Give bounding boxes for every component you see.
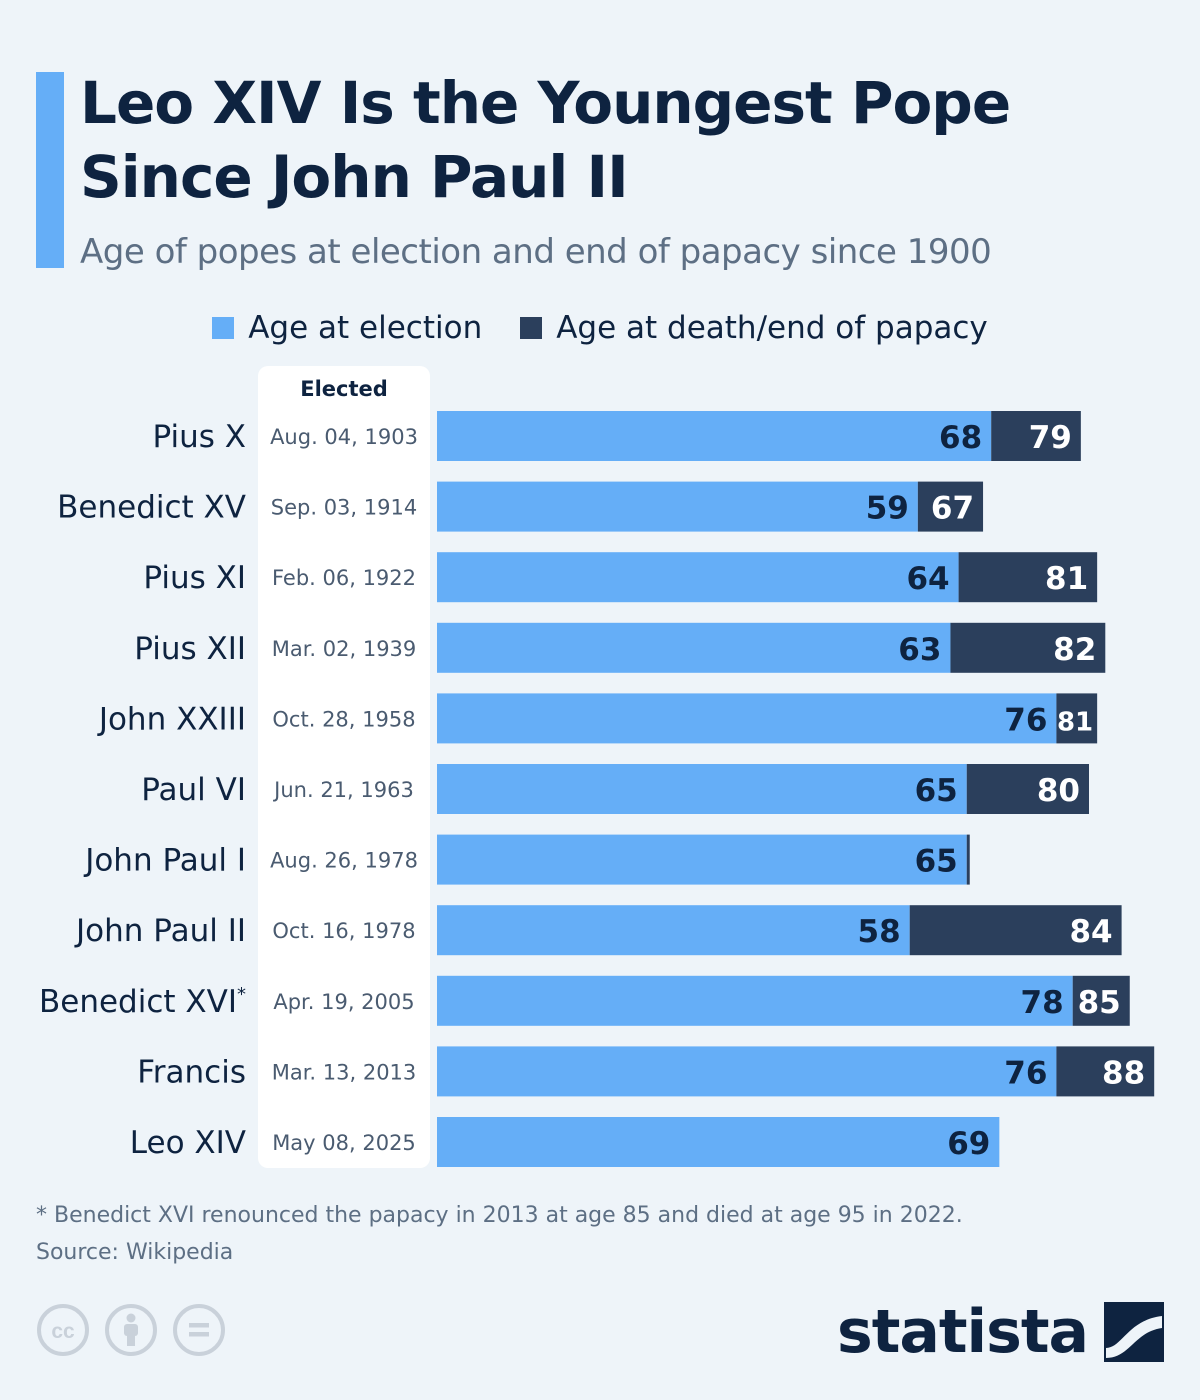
bar-age-at-election [437, 1117, 1000, 1167]
data-label-election: 64 [906, 561, 949, 597]
bar-age-at-election [437, 411, 992, 461]
data-label-end: 84 [1069, 914, 1112, 950]
category-label: John Paul I [83, 843, 246, 879]
bar-age-at-end [991, 411, 1081, 461]
legend-swatch-election [212, 317, 235, 339]
bar-age-at-end [966, 834, 970, 885]
elected-date-label: Mar. 13, 2013 [272, 1060, 417, 1084]
bar-chart: 68 79 Pius X Aug. 04, 1903 59 67 Benedict XV Se… [39, 411, 1155, 1167]
category-label: Paul VI [141, 772, 246, 808]
elected-date-label: Oct. 16, 1978 [272, 919, 415, 943]
brand-name: statista [836, 1297, 1089, 1367]
cc-icon: cc [37, 1304, 89, 1356]
elected-date-label: Oct. 28, 1958 [272, 707, 415, 731]
category-label: Francis [137, 1054, 246, 1090]
bar-age-at-end [917, 481, 984, 532]
bar-age-at-end [1072, 975, 1130, 1026]
title-accent-bar [36, 72, 64, 268]
category-label: Pius XI [143, 560, 246, 596]
elected-date-label: Mar. 02, 1939 [272, 637, 417, 661]
elected-date-panel [258, 366, 430, 1168]
elected-date-label: Feb. 06, 1922 [272, 566, 416, 590]
chart-subtitle: Age of popes at election and end of papa… [80, 232, 992, 272]
attribution-icon [105, 1304, 157, 1356]
source-note: Source: Wikipedia [36, 1240, 234, 1265]
svg-text:cc: cc [51, 1320, 75, 1343]
bar-age-at-end [1056, 693, 1098, 744]
statista-mark-icon [1104, 1302, 1164, 1362]
legend-item-end: Age at death/end of papacy [520, 310, 988, 346]
data-label-end: 81 [1057, 707, 1093, 737]
data-label-election: 58 [858, 914, 901, 950]
bar-age-at-election [437, 834, 967, 885]
bar-age-at-election [437, 693, 1057, 744]
bar-age-at-election [437, 905, 910, 956]
category-label: Benedict XVI* [39, 984, 246, 1020]
bar-age-at-election [437, 1046, 1057, 1097]
bar-age-at-end [950, 622, 1106, 673]
category-label: Pius X [152, 419, 246, 455]
data-label-end: 67 [931, 491, 974, 527]
data-label-election: 69 [947, 1126, 990, 1162]
data-label-election: 63 [898, 632, 941, 668]
legend-label-end: Age at death/end of papacy [556, 310, 988, 346]
legend-swatch-end [520, 317, 543, 339]
data-label-election: 76 [1004, 702, 1047, 738]
footnote-marker: * [237, 984, 246, 1005]
data-label-election: 59 [866, 491, 909, 527]
category-label: John Paul II [74, 913, 246, 949]
category-label: Benedict XV [57, 490, 246, 526]
footnote: * Benedict XVI renounced the papacy in 2… [36, 1203, 963, 1228]
category-label: John XXIII [97, 701, 246, 737]
elected-date-label: May 08, 2025 [272, 1131, 416, 1155]
no-derivatives-icon [173, 1304, 225, 1356]
elected-date-label: Jun. 21, 1963 [272, 778, 414, 802]
data-label-election: 68 [939, 420, 982, 456]
elected-date-label: Sep. 03, 1914 [271, 496, 417, 520]
elected-column-header: Elected [300, 377, 388, 401]
elected-date-label: Apr. 19, 2005 [273, 990, 414, 1014]
data-label-election: 65 [915, 773, 958, 809]
legend-label-election: Age at election [248, 310, 483, 346]
data-label-end: 80 [1037, 773, 1080, 809]
bar-age-at-end [966, 764, 1089, 814]
data-label-end: 82 [1053, 632, 1096, 668]
data-label-end: 81 [1045, 561, 1088, 597]
data-label-election: 76 [1004, 1055, 1047, 1091]
bar-age-at-end [1056, 1046, 1155, 1097]
bar-age-at-election [437, 552, 959, 603]
legend-item-election: Age at election [212, 310, 482, 346]
bar-age-at-end [909, 905, 1122, 956]
data-label-election: 78 [1021, 985, 1064, 1021]
bar-age-at-election [437, 622, 951, 673]
legend: Age at election Age at death/end of papa… [0, 310, 1200, 346]
elected-date-label: Aug. 04, 1903 [270, 425, 418, 449]
data-label-end: 85 [1078, 985, 1121, 1021]
data-label-end: 79 [1029, 420, 1072, 456]
data-label-end: 88 [1102, 1055, 1145, 1091]
bar-age-at-election [437, 764, 967, 814]
bar-age-at-end [958, 552, 1098, 603]
bar-age-at-election [437, 975, 1073, 1026]
elected-date-label: Aug. 26, 1978 [270, 849, 418, 873]
chart-title: Leo XIV Is the Youngest Pope Since John … [80, 69, 1011, 211]
data-label-election: 65 [915, 844, 958, 880]
category-label: Leo XIV [130, 1125, 246, 1161]
license-icons: cc [36, 1303, 226, 1357]
category-label: Pius XII [134, 631, 246, 667]
bar-age-at-election [437, 481, 918, 532]
statista-logo: statista [837, 1300, 1164, 1364]
